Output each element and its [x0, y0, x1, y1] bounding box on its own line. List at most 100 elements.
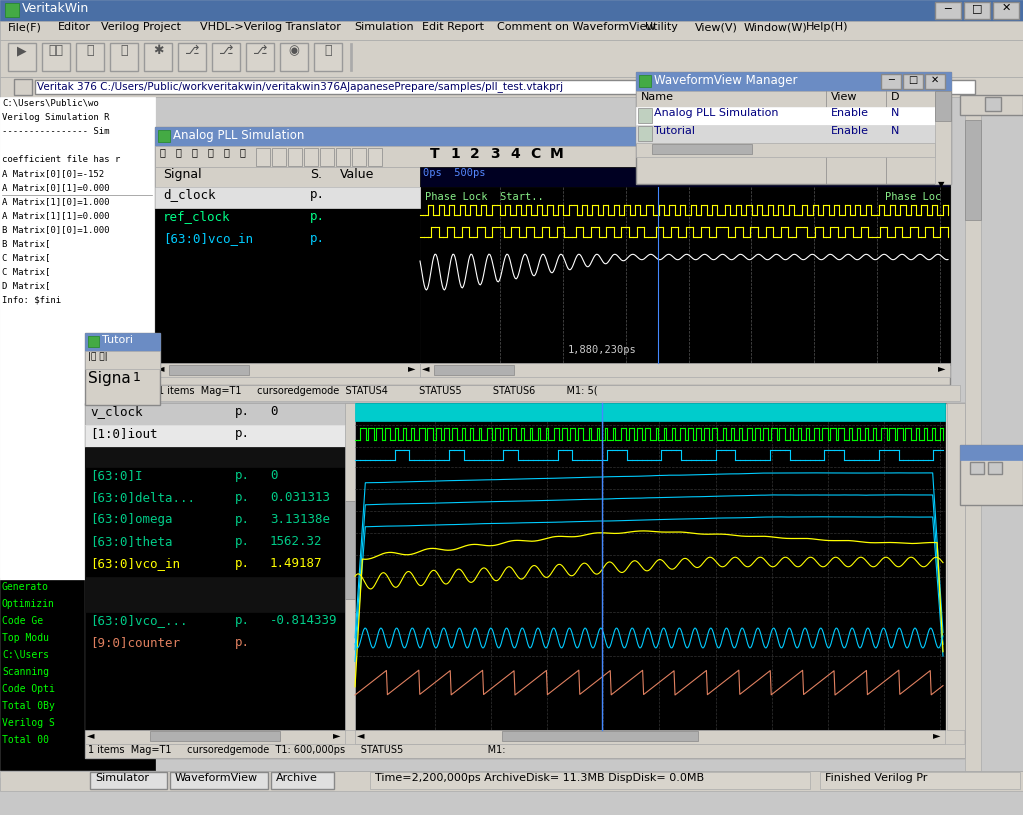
- Bar: [288, 148, 302, 166]
- Text: 0: 0: [270, 469, 277, 482]
- Bar: [14, 79, 32, 95]
- Text: Generato: Generato: [2, 582, 49, 592]
- Bar: [155, 187, 420, 365]
- Text: Simulation: Simulation: [354, 22, 414, 32]
- Bar: [993, 2, 1019, 19]
- Text: ✱: ✱: [152, 44, 164, 57]
- Bar: [76, 43, 104, 71]
- Text: [63:0]theta: [63:0]theta: [90, 535, 173, 548]
- Text: p.: p.: [235, 557, 250, 570]
- Text: Editor: Editor: [57, 22, 90, 32]
- Text: A Matrix[1][0]=1.000: A Matrix[1][0]=1.000: [2, 197, 109, 206]
- Bar: [85, 351, 160, 369]
- Text: 0: 0: [270, 405, 277, 418]
- Text: p.: p.: [235, 513, 250, 526]
- Text: □: □: [911, 130, 921, 140]
- Bar: [158, 130, 170, 142]
- Text: Signal: Signal: [163, 168, 202, 181]
- Text: p.: p.: [235, 491, 250, 504]
- Text: View(V): View(V): [695, 22, 738, 32]
- Text: 🔍: 🔍: [240, 147, 246, 157]
- Text: [63:0]vco_in: [63:0]vco_in: [163, 232, 253, 245]
- Bar: [150, 731, 280, 741]
- Text: 💾: 💾: [324, 44, 331, 57]
- Bar: [638, 108, 652, 123]
- Text: C: C: [530, 147, 540, 161]
- Bar: [502, 731, 698, 741]
- Bar: [155, 146, 950, 167]
- Text: v_clock: v_clock: [90, 405, 142, 418]
- Bar: [985, 97, 1000, 111]
- Text: A Matrix[0][0]=-152: A Matrix[0][0]=-152: [2, 169, 104, 178]
- Bar: [0, 771, 1023, 791]
- Bar: [155, 97, 975, 777]
- Text: ─: ─: [888, 75, 894, 85]
- Text: View: View: [831, 92, 857, 102]
- Bar: [368, 148, 382, 166]
- Bar: [970, 462, 984, 474]
- Text: p.: p.: [310, 232, 325, 245]
- Text: Optimizin: Optimizin: [2, 599, 55, 609]
- Text: Simulator: Simulator: [95, 773, 149, 783]
- Bar: [636, 107, 935, 125]
- Bar: [5, 3, 19, 17]
- Text: 🔍: 🔍: [176, 147, 182, 157]
- Text: ▶: ▶: [17, 44, 27, 57]
- Bar: [935, 2, 961, 19]
- Text: S.: S.: [310, 168, 322, 181]
- Text: Signa: Signa: [88, 371, 131, 386]
- Bar: [35, 80, 975, 94]
- Text: ✕: ✕: [934, 130, 942, 140]
- Text: Total 00: Total 00: [2, 735, 49, 745]
- Bar: [881, 74, 901, 89]
- Bar: [85, 333, 160, 405]
- Bar: [246, 43, 274, 71]
- Text: T: T: [430, 147, 440, 161]
- Text: [63:0]vco_...: [63:0]vco_...: [90, 614, 187, 627]
- Text: ►: ►: [933, 730, 940, 740]
- Bar: [639, 75, 651, 87]
- Bar: [960, 445, 1023, 505]
- Bar: [965, 97, 981, 771]
- Text: [63:0]omega: [63:0]omega: [90, 513, 173, 526]
- Text: Tutori: Tutori: [102, 335, 133, 345]
- Bar: [336, 148, 350, 166]
- Bar: [420, 363, 950, 377]
- Text: Window(W): Window(W): [744, 22, 808, 32]
- Text: Time=2,200,000ps ArchiveDisk= 11.3MB DispDisk= 0.0MB: Time=2,200,000ps ArchiveDisk= 11.3MB Dis…: [375, 773, 704, 783]
- Text: Verilog Simulation R: Verilog Simulation R: [2, 113, 109, 122]
- Text: [9:0]counter: [9:0]counter: [90, 636, 180, 649]
- Text: 1,880,230ps: 1,880,230ps: [568, 345, 636, 355]
- Text: [63:0]delta...: [63:0]delta...: [90, 491, 195, 504]
- Bar: [420, 167, 950, 187]
- Bar: [85, 403, 965, 758]
- Bar: [304, 148, 318, 166]
- Bar: [420, 187, 950, 365]
- Text: ref_clock: ref_clock: [163, 210, 230, 223]
- Text: Tutorial: Tutorial: [654, 126, 695, 136]
- Text: 1: 1: [133, 371, 141, 384]
- Bar: [110, 43, 138, 71]
- Bar: [636, 72, 951, 184]
- Text: Edit Report: Edit Report: [422, 22, 485, 32]
- Text: ►: ►: [333, 730, 341, 740]
- Text: Help(H): Help(H): [806, 22, 848, 32]
- Bar: [155, 127, 950, 385]
- Text: Finished Verilog Pr: Finished Verilog Pr: [825, 773, 928, 783]
- Text: ⎇: ⎇: [185, 44, 199, 57]
- Text: [1:0]iout: [1:0]iout: [90, 427, 158, 440]
- Text: Verilog Project: Verilog Project: [100, 22, 181, 32]
- Bar: [85, 447, 345, 467]
- Text: 1 items  Mag=T1     cursoredgemode  T1: 600,000ps     STATUS5                   : 1 items Mag=T1 cursoredgemode T1: 600,00…: [88, 745, 505, 755]
- Text: C:\Users: C:\Users: [2, 650, 49, 660]
- Bar: [155, 167, 420, 187]
- Text: 1 items  Mag=T1     cursoredgemode  STATUS4          STATUS5          STATUS6   : 1 items Mag=T1 cursoredgemode STATUS4 ST…: [158, 386, 597, 396]
- Bar: [935, 91, 951, 121]
- Text: p.: p.: [235, 535, 250, 548]
- Text: Phase Lock  Start..: Phase Lock Start..: [425, 192, 544, 202]
- Text: Info: $fini: Info: $fini: [2, 295, 61, 304]
- Text: 0.031313: 0.031313: [270, 491, 330, 504]
- Text: p.: p.: [310, 210, 325, 223]
- Text: 0ps  500ps: 0ps 500ps: [422, 168, 486, 178]
- Bar: [0, 77, 1023, 97]
